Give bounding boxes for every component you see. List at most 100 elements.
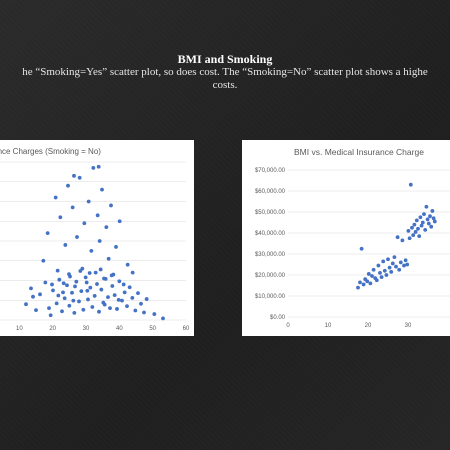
data-point: [78, 269, 83, 273]
data-point: [74, 279, 79, 284]
x-tick-label: 60: [183, 326, 190, 332]
data-point: [81, 307, 86, 312]
data-point: [24, 302, 28, 307]
data-point: [356, 285, 360, 290]
data-point: [365, 279, 370, 284]
data-point: [424, 204, 429, 209]
data-point: [414, 218, 419, 223]
data-point: [84, 280, 89, 285]
data-point: [366, 272, 371, 276]
data-point: [426, 221, 431, 226]
data-point: [51, 288, 55, 293]
data-point: [133, 308, 138, 313]
data-point: [400, 238, 405, 243]
data-point: [370, 274, 374, 278]
y-tick-label: $10,000.00: [255, 294, 286, 300]
data-point: [75, 235, 79, 239]
data-point: [152, 312, 157, 316]
data-point: [115, 307, 119, 311]
data-point: [45, 231, 50, 235]
chart-bmi-vs-charges: BMI vs. Medical Insurance Charge $0.00 $1…: [242, 140, 450, 336]
data-point: [412, 222, 417, 227]
data-point: [408, 182, 413, 187]
data-point: [106, 256, 111, 261]
data-point: [61, 290, 65, 295]
data-point: [417, 234, 422, 239]
data-point: [130, 295, 135, 300]
data-point: [66, 183, 70, 188]
data-point: [430, 209, 435, 213]
data-point: [86, 297, 90, 302]
data-point: [92, 294, 97, 298]
data-point: [55, 268, 60, 273]
data-point: [390, 261, 395, 266]
data-point: [109, 203, 113, 208]
data-point: [88, 285, 93, 290]
data-point: [403, 258, 408, 263]
x-tick-label: 20: [49, 326, 56, 332]
data-point: [79, 289, 84, 294]
data-point: [374, 278, 379, 283]
data-point: [110, 284, 115, 288]
scatter-plot-bmi-vs-charges: $0.00 $10,000.00 $20,000.00 $30,000.00 $40,0…: [255, 168, 450, 329]
data-point: [405, 262, 410, 267]
data-point: [116, 297, 121, 302]
data-point: [125, 304, 129, 309]
data-point: [54, 301, 59, 306]
data-point: [43, 280, 48, 285]
data-point: [95, 213, 100, 218]
data-point: [368, 281, 373, 286]
data-point: [72, 173, 76, 178]
y-tick-label: $60,000.00: [255, 189, 286, 195]
data-point: [382, 268, 387, 273]
data-point: [379, 275, 384, 279]
data-point: [125, 262, 130, 267]
x-tick-label: 10: [16, 326, 23, 332]
data-point: [97, 309, 101, 314]
data-point: [70, 290, 74, 295]
data-point: [77, 175, 82, 180]
data-point: [376, 263, 381, 268]
data-point: [60, 309, 64, 314]
data-point: [407, 236, 412, 241]
data-point: [406, 229, 411, 233]
data-point: [109, 273, 114, 278]
data-point: [139, 301, 143, 306]
data-point: [386, 257, 390, 262]
data-point: [63, 243, 68, 247]
data-point: [112, 293, 117, 298]
data-point: [48, 313, 53, 318]
data-point: [70, 205, 75, 210]
data-point: [384, 273, 389, 277]
chart-smoking-no: surance Charges (Smoking = No) 010203040…: [0, 140, 194, 336]
data-point: [127, 285, 132, 290]
data-point: [420, 220, 425, 225]
data-point: [114, 245, 118, 249]
data-point: [359, 246, 364, 251]
data-point: [402, 263, 406, 268]
data-point: [429, 224, 434, 229]
data-point: [418, 215, 423, 220]
data-point: [86, 199, 91, 204]
data-point: [29, 286, 33, 291]
data-point: [144, 297, 149, 301]
data-point: [117, 219, 122, 224]
data-point: [65, 283, 69, 288]
data-point: [381, 259, 386, 264]
slide-caption: he “Smoking=Yes” scatter plot, so does c…: [0, 66, 450, 92]
data-point: [431, 216, 436, 221]
data-point: [56, 293, 61, 298]
data-point: [41, 258, 46, 263]
data-point: [93, 270, 98, 275]
x-tick-label: 30: [83, 326, 90, 332]
data-point: [422, 212, 426, 216]
y-tick-label: $70,000.00: [255, 168, 286, 174]
x-tick-label: 50: [149, 326, 156, 332]
data-point: [53, 195, 58, 200]
data-point: [358, 280, 362, 285]
data-point: [120, 298, 124, 303]
data-point: [98, 267, 103, 272]
data-point: [82, 221, 87, 226]
data-point: [100, 187, 104, 192]
y-tick-label: $30,000.00: [255, 252, 286, 258]
